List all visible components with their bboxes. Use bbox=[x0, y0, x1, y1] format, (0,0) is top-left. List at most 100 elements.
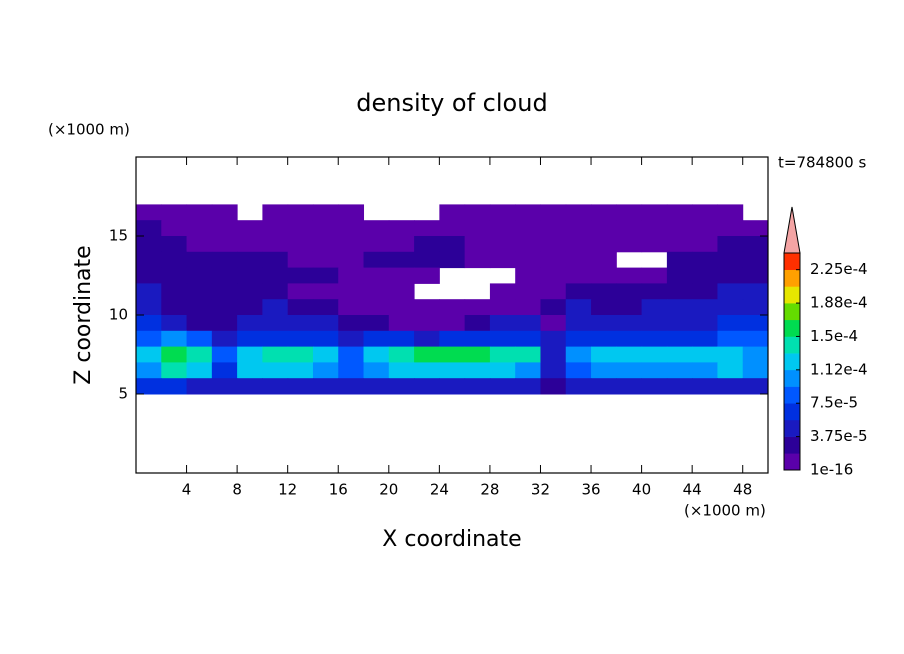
contour-cell bbox=[641, 346, 668, 363]
contour-cell bbox=[312, 236, 339, 253]
contour-cell bbox=[540, 204, 567, 221]
contour-cell bbox=[515, 346, 541, 363]
contour-cell bbox=[287, 236, 314, 253]
contour-cell bbox=[363, 236, 390, 253]
contour-cell bbox=[464, 220, 491, 237]
contour-cell bbox=[717, 378, 744, 395]
contour-cell bbox=[388, 267, 415, 284]
contour-cell bbox=[237, 267, 263, 284]
contour-cell bbox=[616, 362, 643, 379]
colorbar-tick-label: 1e-16 bbox=[810, 461, 853, 479]
contour-cell bbox=[161, 220, 188, 237]
contour-cell bbox=[211, 299, 238, 316]
contour-cell bbox=[338, 267, 365, 284]
contour-cell bbox=[515, 299, 541, 316]
contour-cell bbox=[262, 204, 289, 221]
contour-cell bbox=[591, 362, 617, 379]
contour-cell bbox=[565, 330, 592, 348]
contour-cell bbox=[742, 267, 769, 284]
contour-cell bbox=[692, 251, 718, 269]
x-tick-label: 44 bbox=[683, 481, 702, 499]
contour-cell bbox=[338, 346, 365, 363]
contour-cell bbox=[565, 315, 592, 332]
contour-cell bbox=[338, 236, 365, 253]
contour-cell bbox=[742, 330, 769, 348]
contour-cell bbox=[136, 204, 162, 221]
contour-cell bbox=[439, 220, 466, 237]
contour-cell bbox=[515, 283, 541, 300]
contour-cell bbox=[540, 378, 567, 395]
contour-cell bbox=[616, 204, 643, 221]
contour-cell bbox=[540, 315, 567, 332]
contour-cell bbox=[363, 378, 390, 395]
contour-cell bbox=[363, 362, 390, 379]
contour-cell bbox=[211, 362, 238, 379]
contour-cell bbox=[211, 330, 238, 348]
contour-cell bbox=[565, 251, 592, 269]
contour-cell bbox=[591, 378, 617, 395]
contour-cell bbox=[692, 267, 718, 284]
contour-cell bbox=[161, 236, 188, 253]
contour-cell bbox=[414, 315, 440, 332]
contour-cell bbox=[211, 283, 238, 300]
contour-cell bbox=[515, 378, 541, 395]
contour-cell bbox=[591, 283, 617, 300]
contour-cell bbox=[464, 315, 491, 332]
contour-cell bbox=[717, 299, 744, 316]
contour-cell bbox=[591, 299, 617, 316]
contour-cell bbox=[464, 204, 491, 221]
contour-cell bbox=[641, 330, 668, 348]
x-tick-label: 20 bbox=[379, 481, 398, 499]
contour-cell bbox=[742, 346, 769, 363]
contour-cell bbox=[565, 267, 592, 284]
contour-cell bbox=[540, 267, 567, 284]
contour-cell bbox=[186, 204, 213, 221]
contour-cell bbox=[616, 346, 643, 363]
contour-cell bbox=[489, 362, 516, 379]
contour-cell bbox=[186, 299, 213, 316]
contour-cell bbox=[666, 251, 693, 269]
contour-cell bbox=[312, 330, 339, 348]
contour-cell bbox=[489, 346, 516, 363]
contour-cell bbox=[692, 378, 718, 395]
contour-cell bbox=[388, 299, 415, 316]
chart-title: density of cloud bbox=[356, 89, 547, 117]
colorbar-box bbox=[784, 253, 800, 270]
contour-cell bbox=[742, 378, 769, 395]
contour-cell bbox=[641, 236, 668, 253]
contour-cell bbox=[262, 330, 289, 348]
contour-cell bbox=[237, 362, 263, 379]
contour-cell bbox=[388, 220, 415, 237]
colorbar-box bbox=[784, 419, 800, 437]
contour-cell bbox=[540, 330, 567, 348]
contour-cell bbox=[262, 267, 289, 284]
contour-cell bbox=[161, 251, 188, 269]
contour-cell bbox=[363, 330, 390, 348]
contour-cell bbox=[237, 220, 263, 237]
colorbar-box bbox=[784, 453, 800, 471]
y-tick-label: 10 bbox=[109, 306, 128, 324]
contour-cell bbox=[186, 267, 213, 284]
contour-cell bbox=[338, 315, 365, 332]
contour-cell bbox=[312, 362, 339, 379]
contour-cell bbox=[388, 330, 415, 348]
contour-cell bbox=[262, 283, 289, 300]
colorbar-box bbox=[784, 336, 800, 354]
contour-cell bbox=[136, 236, 162, 253]
contour-cell bbox=[388, 315, 415, 332]
contour-cell bbox=[616, 283, 643, 300]
contour-cell bbox=[414, 267, 440, 284]
colorbar-box bbox=[784, 319, 800, 337]
contour-cell bbox=[717, 267, 744, 284]
contour-cell bbox=[515, 204, 541, 221]
contour-cell bbox=[338, 330, 365, 348]
contour-cell bbox=[489, 315, 516, 332]
colorbar-box bbox=[784, 269, 800, 287]
contour-cell bbox=[692, 362, 718, 379]
contour-cell bbox=[136, 378, 162, 395]
contour-cell bbox=[515, 236, 541, 253]
contour-cell bbox=[591, 267, 617, 284]
y-unit: (×1000 m) bbox=[48, 121, 130, 139]
contour-cell bbox=[388, 346, 415, 363]
